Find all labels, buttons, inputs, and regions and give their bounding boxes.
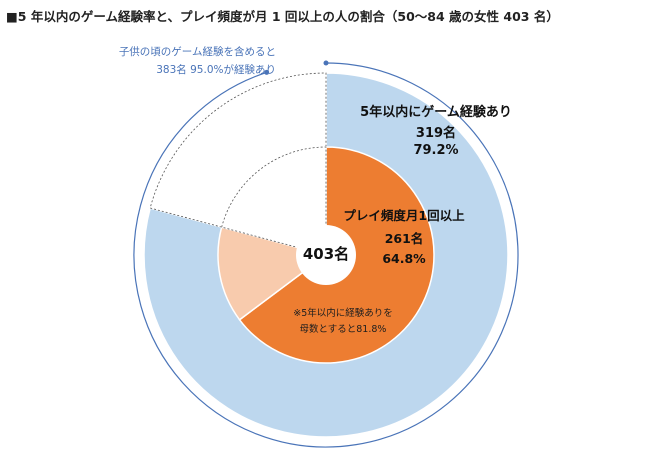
outer-slice-outline bbox=[149, 72, 327, 256]
bracket-end-marker bbox=[264, 69, 270, 75]
outer-label-count: 319名 bbox=[415, 126, 457, 141]
bracket-label-line-1: 子供の頃のゲーム経験を含めると bbox=[118, 46, 276, 58]
childhood-experience-bracket bbox=[133, 62, 519, 448]
center-hole bbox=[296, 225, 356, 285]
bracket-label-line-2: 383名 95.0%が経験あり bbox=[156, 64, 276, 76]
inner-label-count: 261名 bbox=[384, 231, 424, 246]
center-total-label: 403名 bbox=[302, 245, 350, 263]
inner-slice-outline bbox=[221, 146, 327, 256]
outer-label-name: 5年以内にゲーム経験あり bbox=[360, 105, 512, 120]
footnote-line-2: 母数とすると81.8% bbox=[299, 324, 387, 335]
inner-label-percent: 64.8% bbox=[382, 251, 426, 266]
outer-label-percent: 79.2% bbox=[413, 143, 459, 158]
footnote-line-1: ※5年以内に経験ありを bbox=[293, 308, 393, 319]
inner-label-name: プレイ頻度月1回以上 bbox=[343, 208, 465, 223]
chart-title: ■5 年以内のゲーム経験率と、プレイ頻度が月 1 回以上の人の割合（50～84 … bbox=[6, 9, 559, 24]
bracket-end-marker bbox=[323, 60, 329, 66]
